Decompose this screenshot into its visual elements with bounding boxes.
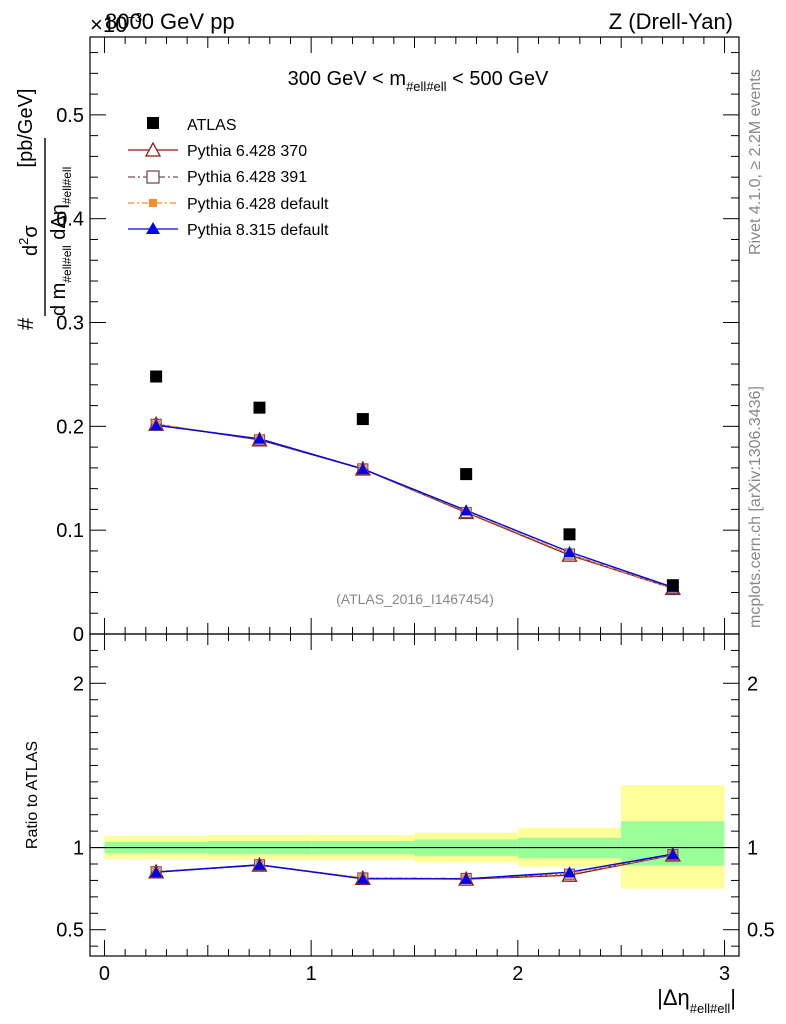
legend-label-pythia6-default: Pythia 6.428 default <box>187 196 329 213</box>
analysis-watermark: (ATLAS_2016_I1467454) <box>336 591 494 607</box>
data-point-4-3 <box>460 504 473 516</box>
data-point-0-4 <box>563 528 576 541</box>
legend-marker-pythia6-391 <box>146 170 160 184</box>
ratio-point-4-3 <box>460 872 473 884</box>
main-y-tick-label: 0.4 <box>56 209 84 231</box>
x-tick-label: 2 <box>512 963 523 985</box>
legend-marker-pythia6-default <box>149 199 157 207</box>
data-point-0-0 <box>150 370 163 383</box>
ratio-layer <box>90 785 739 889</box>
x-tick-label: 1 <box>306 963 317 985</box>
svg-text:#: # <box>13 317 38 330</box>
data-point-0-1 <box>253 401 266 414</box>
main-y-tick-label: 0.5 <box>56 105 84 127</box>
legend-label-pythia6-370: Pythia 6.428 370 <box>187 143 307 160</box>
series-line-1 <box>155 423 674 589</box>
ratio-line-4 <box>156 853 674 880</box>
data-point-0-2 <box>356 413 369 426</box>
data-point-4-4 <box>563 545 576 557</box>
rivet-version-label: Rivet 4.1.0, ≥ 2.2M events <box>747 69 764 255</box>
data-point-0-3 <box>460 468 473 481</box>
main-y-tick-label: 0.1 <box>56 520 84 542</box>
ratio-axis-ticks: 0.5 0.5 1 1 2 2 0 1 2 3 <box>56 634 775 985</box>
ratio-point-4-0 <box>150 866 163 878</box>
legend-marker-pythia6-370 <box>144 141 162 157</box>
data-point-4-0 <box>150 419 163 431</box>
ratio-y-tick-label: 2 <box>73 673 84 695</box>
ratio-y-tick-label: 0.5 <box>56 920 84 942</box>
data-point-4-1 <box>253 432 266 444</box>
legend-marker-atlas <box>147 117 159 129</box>
process-label: Z (Drell-Yan) <box>609 9 733 34</box>
main-axis-ticks: 0.1 0.2 0.3 0.4 0.5 0 <box>56 37 739 646</box>
main-y-tick-label: 0.3 <box>56 313 84 335</box>
exponent-label: ×10−3 <box>90 10 142 37</box>
ratio-point-4-1 <box>253 858 266 870</box>
mcplots-label: mcplots.cern.ch [arXiv:1306.3436] <box>747 386 764 628</box>
data-point-4-2 <box>356 462 369 474</box>
y-numerator: d2σ <box>16 225 42 256</box>
chart-title: 300 GeV < m#ell#ell < 500 GeV <box>288 68 549 94</box>
ratio-y-axis-label: Ratio to ATLAS <box>24 741 41 849</box>
ratio-y-tick-label-right: 2 <box>747 673 758 695</box>
ratio-point-4-4 <box>563 866 576 878</box>
ratio-y-tick-label-right: 0.5 <box>747 920 775 942</box>
main-y-tick-label: 0.2 <box>56 416 84 438</box>
x-tick-label: 3 <box>719 963 730 985</box>
data-point-0-5 <box>666 579 679 592</box>
ratio-point-4-2 <box>356 872 369 884</box>
main-series-layer <box>148 370 681 595</box>
energy-label: 8000 GeV pp <box>105 9 235 34</box>
legend-label-pythia6-391: Pythia 6.428 391 <box>187 169 307 186</box>
ratio-point-4-5 <box>666 848 679 860</box>
legend: ATLAS Pythia 6.428 370 Pythia 6.428 391 … <box>128 117 329 239</box>
x-tick-label: 0 <box>99 963 110 985</box>
y-axis-fraction: d2σ d m#ell#ell dΔη#ell#ell <box>16 138 74 316</box>
main-y-zero-label: 0 <box>73 624 84 646</box>
legend-label-atlas: ATLAS <box>187 117 237 134</box>
ratio-y-tick-label: 1 <box>73 838 84 860</box>
main-y-axis-label: # <box>13 317 38 330</box>
ratio-y-tick-label-right: 1 <box>747 838 758 860</box>
legend-label-pythia8-default: Pythia 8.315 default <box>187 222 329 239</box>
series-line-4 <box>156 424 674 588</box>
y-denominator: d m#ell#ell dΔη#ell#ell <box>48 167 74 316</box>
y-axis-units: [pb/GeV] <box>15 89 37 168</box>
x-axis-label: |Δη#ell#ell| <box>657 985 736 1016</box>
legend-marker-pythia8-default <box>146 222 160 234</box>
